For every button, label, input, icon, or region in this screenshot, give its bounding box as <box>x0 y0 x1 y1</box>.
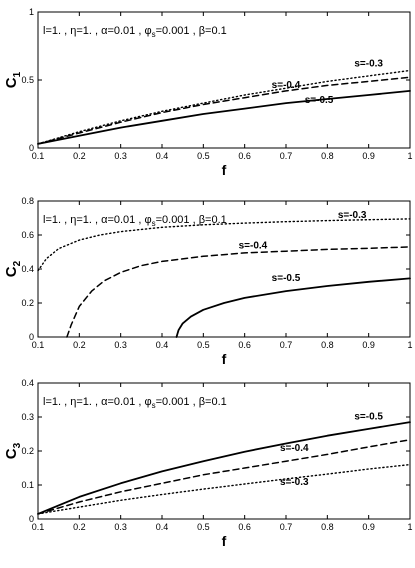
x-tick-label: 0.8 <box>321 340 334 350</box>
y-tick-label: 0.6 <box>21 230 34 240</box>
x-tick-label: 0.1 <box>32 522 45 532</box>
annotation-sub: s <box>152 219 156 228</box>
x-axis-label: f <box>222 533 227 549</box>
x-tick-label: 0.3 <box>114 522 127 532</box>
series-label: s=-0.5 <box>305 95 334 106</box>
y-tick-label: 0.8 <box>21 196 34 206</box>
series-line-solid <box>37 90 411 145</box>
x-tick-label: 0.5 <box>197 522 210 532</box>
series-line-dashed <box>37 439 411 515</box>
series-line-dotted <box>37 218 411 272</box>
annotation-tail: =0.001 , β=0.1 <box>156 214 227 226</box>
annotation-text: l=1. , η=1. , α=0.01 , φ <box>43 396 152 408</box>
y-tick-label: 0 <box>29 143 34 153</box>
series-line-solid <box>37 421 411 515</box>
series-label: s=-0.4 <box>280 443 309 454</box>
x-tick-label: 0.4 <box>156 151 169 161</box>
x-tick-label: 0.3 <box>114 340 127 350</box>
series-line-dotted <box>37 463 411 515</box>
annotation-text: l=1. , η=1. , α=0.01 , φ <box>43 25 152 37</box>
y-tick-label: 0.5 <box>21 75 34 85</box>
x-tick-label: 1 <box>407 340 412 350</box>
series-label: s=-0.4 <box>239 241 268 252</box>
annotation-tail: =0.001 , β=0.1 <box>156 396 227 408</box>
series-label: s=-0.3 <box>280 477 309 488</box>
y-tick-label: 0.3 <box>21 412 34 422</box>
y-axis-label-main: C <box>3 266 20 277</box>
series-line-dashed <box>37 76 411 145</box>
y-axis-label-main: C <box>3 77 20 88</box>
series-label: s=-0.5 <box>354 411 383 422</box>
series-label: s=-0.3 <box>338 210 367 221</box>
panel-3: 0.1 0.2 0.3 0.4 0.5 0.6 0.7 0.8 0.9 100.10.20.30.… <box>3 378 413 549</box>
y-tick-label: 0 <box>29 514 34 524</box>
x-tick-label: 0.7 <box>280 151 293 161</box>
x-tick-label: 1 <box>407 522 412 532</box>
series-line-dashed <box>66 246 411 338</box>
series-label: s=-0.4 <box>272 80 301 91</box>
panel-1: 0.1 0.2 0.3 0.4 0.5 0.6 0.7 0.8 0.9 100.51fC1l=1.… <box>3 7 413 178</box>
y-axis-label-sub: 3 <box>12 442 23 448</box>
y-tick-label: 0.4 <box>21 378 34 388</box>
parameter-annotation: l=1. , η=1. , α=0.01 , φs=0.001 , β=0.1 <box>43 25 227 39</box>
series-line-solid <box>175 277 411 338</box>
x-tick-label: 0.7 <box>280 522 293 532</box>
series-label: s=-0.5 <box>272 273 301 284</box>
x-tick-label: 0.3 <box>114 151 127 161</box>
y-axis-label: C1 <box>3 71 23 88</box>
x-tick-label: 0.8 <box>321 522 334 532</box>
x-tick-label: 0.2 <box>73 340 86 350</box>
y-tick-label: 1 <box>29 7 34 17</box>
x-tick-label: 0.6 <box>238 340 251 350</box>
series-label: s=-0.3 <box>354 58 383 69</box>
y-tick-label: 0.2 <box>21 298 34 308</box>
x-tick-label: 0.1 <box>32 340 45 350</box>
x-tick-label: 0.5 <box>197 151 210 161</box>
y-tick-label: 0.4 <box>21 264 34 274</box>
x-axis-label: f <box>222 162 227 178</box>
x-tick-label: 0.6 <box>238 151 251 161</box>
parameter-annotation: l=1. , η=1. , α=0.01 , φs=0.001 , β=0.1 <box>43 396 227 410</box>
panel-2: 0.1 0.2 0.3 0.4 0.5 0.6 0.7 0.8 0.9 1 0 0.2 0.4 0.6 0.… <box>3 196 413 367</box>
annotation-sub: s <box>152 30 156 39</box>
y-axis-label-main: C <box>3 448 20 459</box>
x-tick-label: 0.9 <box>362 340 375 350</box>
y-axis-label: C3 <box>3 442 23 459</box>
x-tick-label: 0.2 <box>73 522 86 532</box>
annotation-tail: =0.001 , β=0.1 <box>156 25 227 37</box>
x-tick-label: 0.4 <box>156 340 169 350</box>
x-tick-label: 0.6 <box>238 522 251 532</box>
x-tick-label: 0.7 <box>280 340 293 350</box>
parameter-annotation: l=1. , η=1. , α=0.01 , φs=0.001 , β=0.1 <box>43 214 227 228</box>
x-tick-label: 1 <box>407 151 412 161</box>
y-axis-label-sub: 1 <box>12 71 23 77</box>
x-tick-label: 0.2 <box>73 151 86 161</box>
x-tick-label: 0.9 <box>362 151 375 161</box>
x-axis-label: f <box>222 351 227 367</box>
annotation-text: l=1. , η=1. , α=0.01 , φ <box>43 214 152 226</box>
y-tick-label: 0 <box>29 332 34 342</box>
x-tick-label: 0.8 <box>321 151 334 161</box>
y-tick-label: 0.1 <box>21 480 34 490</box>
x-tick-label: 0.9 <box>362 522 375 532</box>
annotation-sub: s <box>152 401 156 410</box>
x-tick-label: 0.4 <box>156 522 169 532</box>
y-axis-label: C2 <box>3 260 23 277</box>
series-line-dotted <box>37 69 411 145</box>
x-tick-label: 0.5 <box>197 340 210 350</box>
x-tick-label: 0.1 <box>32 151 45 161</box>
y-axis-label-sub: 2 <box>12 260 23 266</box>
y-tick-label: 0.2 <box>21 446 34 456</box>
